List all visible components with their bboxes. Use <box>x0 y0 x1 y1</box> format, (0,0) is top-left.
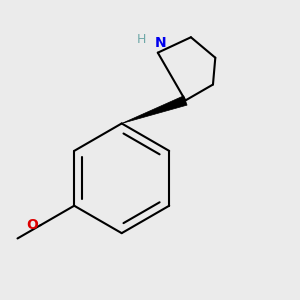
Polygon shape <box>122 96 187 124</box>
Text: H: H <box>137 33 147 46</box>
Text: O: O <box>26 218 38 232</box>
Text: N: N <box>155 36 167 50</box>
